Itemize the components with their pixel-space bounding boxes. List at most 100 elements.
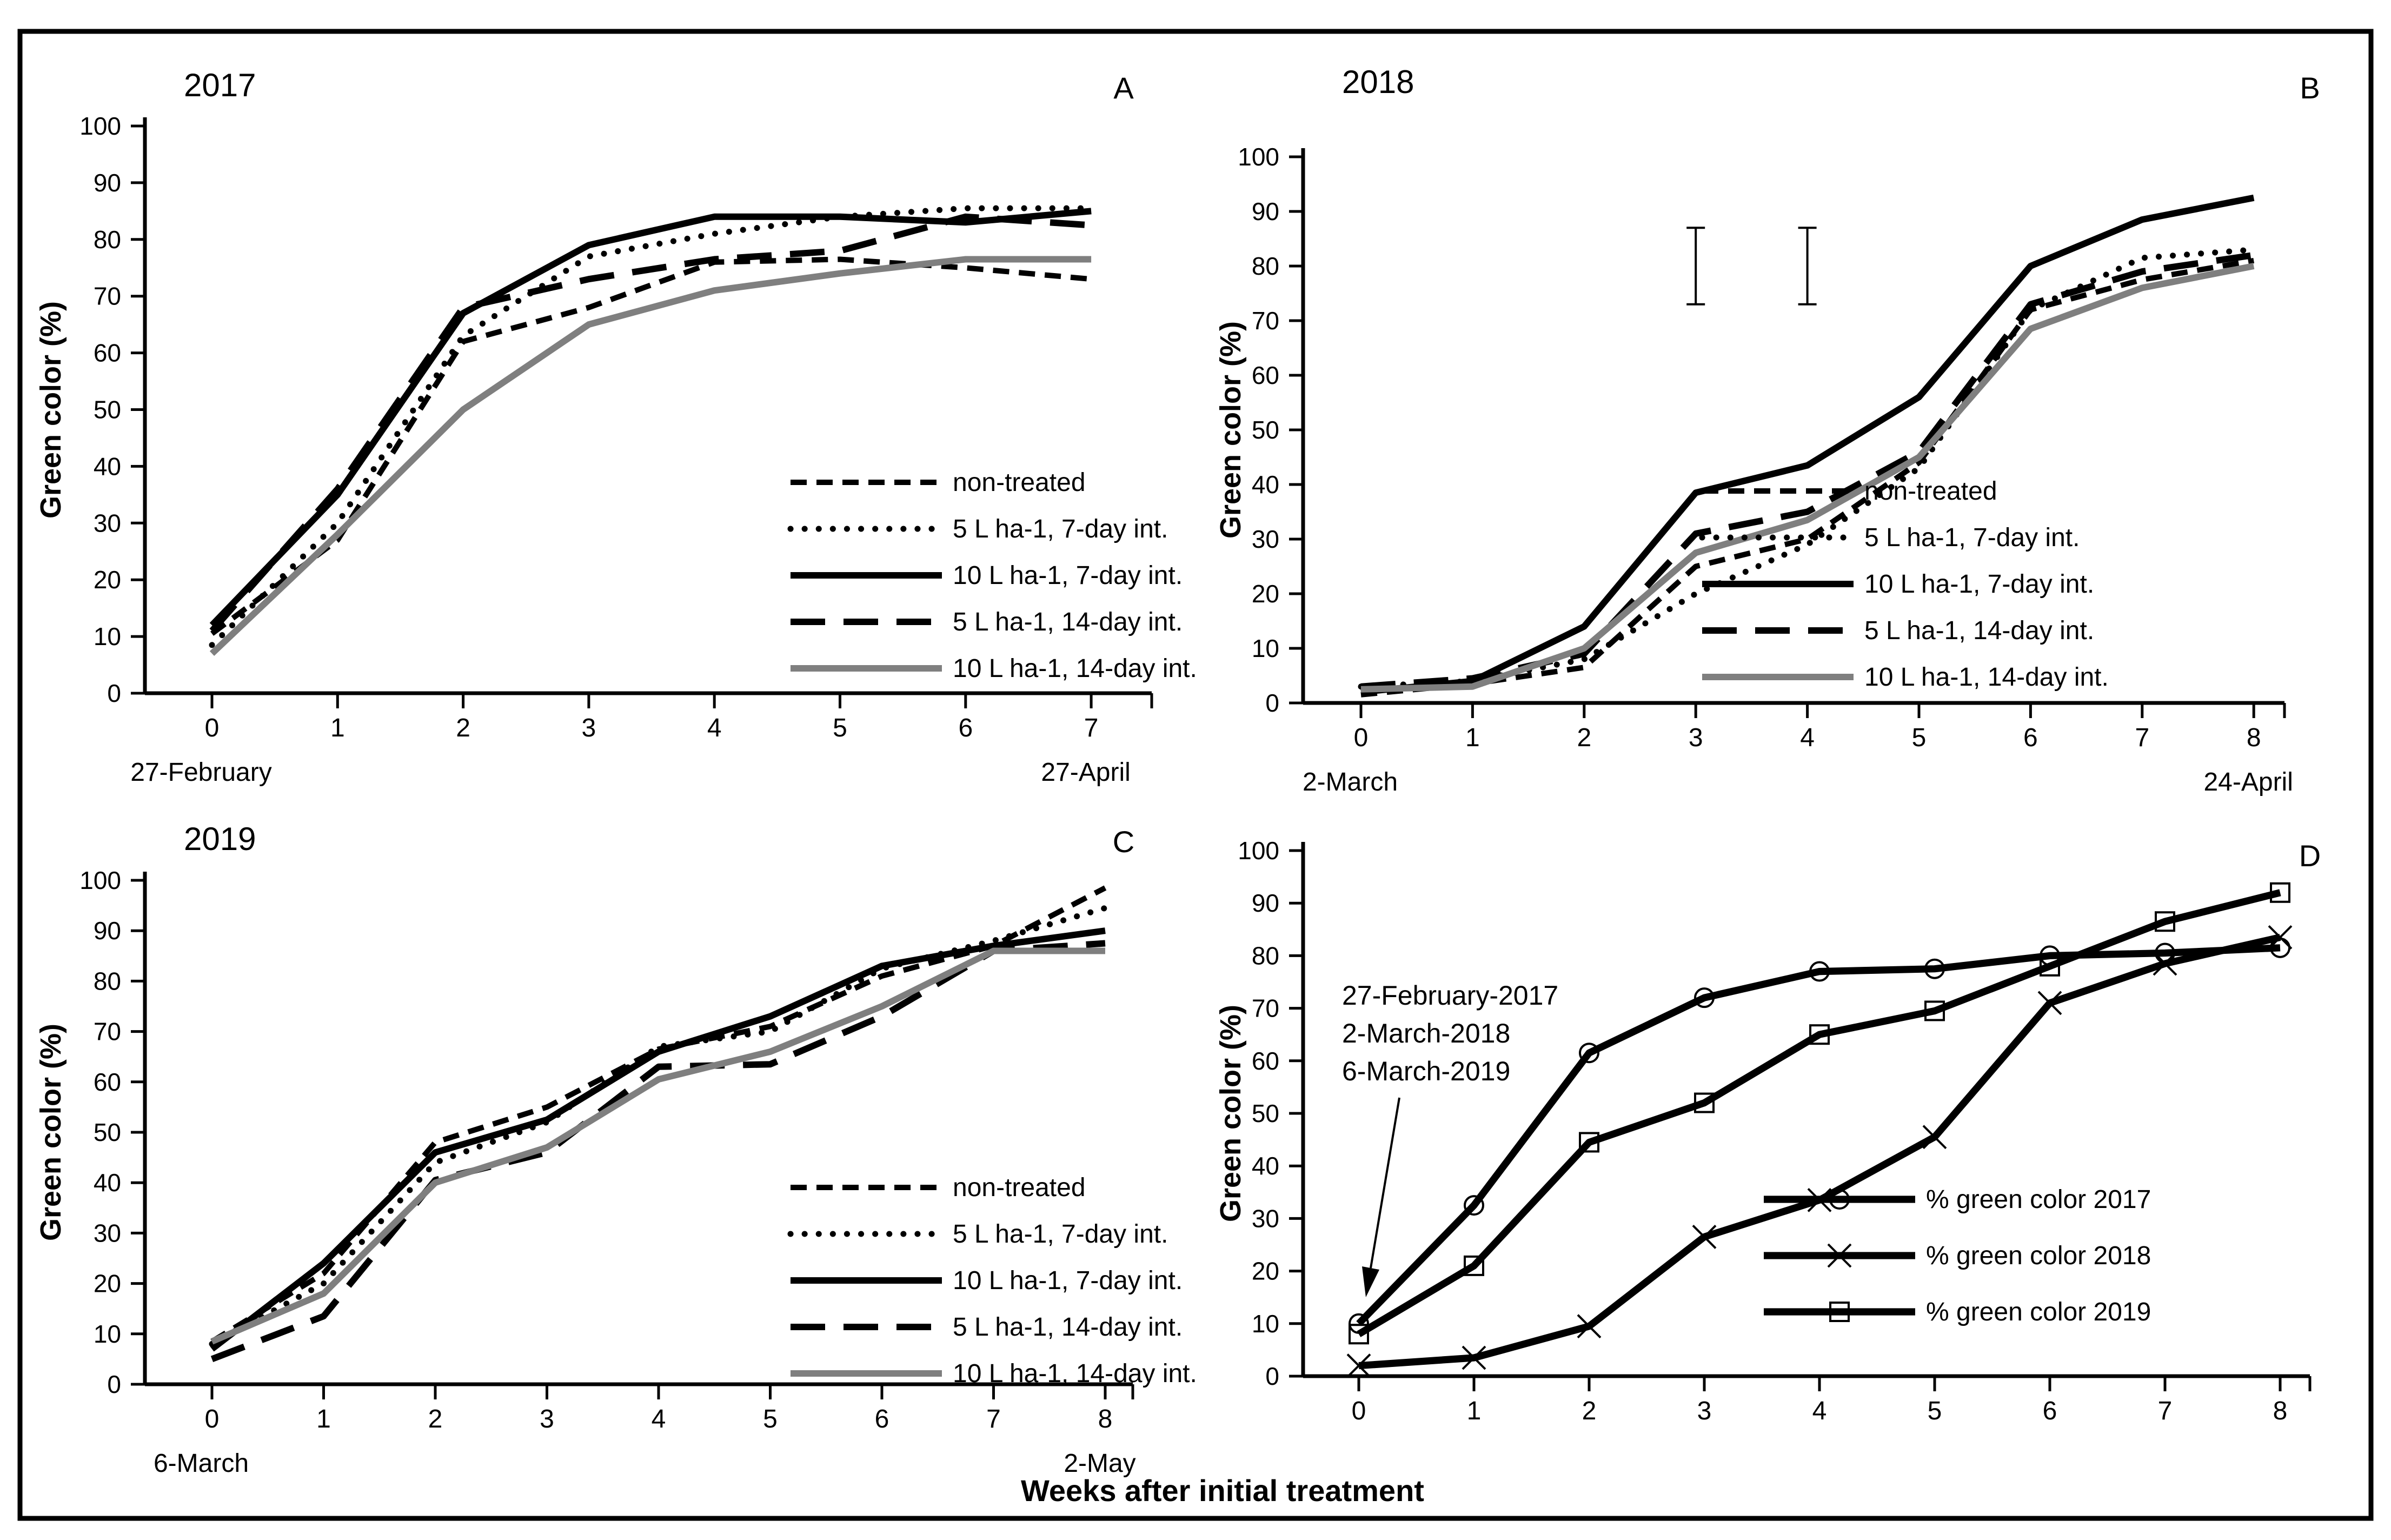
x-tick-label: 1	[1467, 1397, 1482, 1425]
annotation-line: 27-February-2017	[1342, 980, 1558, 1011]
y-tick-label: 50	[94, 396, 121, 424]
legend-label: 5 L ha-1, 14-day int.	[1864, 616, 2094, 645]
error-bar	[1798, 227, 1817, 306]
y-tick-label: 70	[1252, 307, 1279, 335]
y-tick-label: 10	[94, 1320, 121, 1348]
end-date-label: 2-May	[1064, 1449, 1135, 1478]
x-tick-label: 4	[1800, 723, 1815, 752]
y-tick-label: 10	[1252, 634, 1279, 662]
y-tick-label: 100	[1238, 143, 1279, 171]
y-tick-label: 0	[1265, 689, 1279, 717]
legend-label: % green color 2017	[1926, 1185, 2151, 1214]
start-date-label: 6-March	[154, 1449, 249, 1478]
series-line	[1360, 263, 2255, 693]
y-tick-label: 70	[94, 282, 121, 310]
y-tick-label: 80	[94, 967, 121, 995]
x-tick-label: 7	[986, 1405, 1001, 1433]
y-tick-label: 30	[1252, 525, 1279, 553]
legend: % green color 2017 % green color 2018 % gr…	[1764, 1185, 2151, 1326]
panel-title: 2018	[1342, 64, 1414, 100]
x-tick-label: 8	[1098, 1405, 1113, 1433]
end-date-label: 27-April	[1041, 758, 1130, 787]
x-tick-label: 6	[2023, 723, 2038, 752]
circle-marker	[1694, 987, 1715, 1008]
x-tick-label: 8	[2247, 723, 2261, 752]
annotation-line: 6-March-2019	[1342, 1056, 1510, 1086]
square-marker	[1829, 1302, 1850, 1322]
circle-marker	[1829, 1189, 1850, 1210]
annotation-line: 2-March-2018	[1342, 1018, 1510, 1048]
legend-label: 10 L ha-1, 14-day int.	[1864, 663, 2109, 692]
legend-label: non-treated	[953, 1173, 1086, 1202]
y-tick-label: 90	[94, 917, 121, 945]
y-tick-label: 20	[1252, 580, 1279, 608]
series-line	[1360, 257, 2255, 698]
y-tick-label: 40	[1252, 470, 1279, 499]
end-date-label: 24-April	[2203, 768, 2293, 796]
y-tick-label: 80	[1252, 941, 1279, 970]
panel-a-chart: 0 10 20 30 40 50 60 70 80 90 100 0 1 2 3 4 5 6 7 27-Februar…	[35, 67, 1197, 787]
annotation: 27-February-2017 2-March-2018 6-March-2019	[1342, 980, 1558, 1297]
y-axis-label: Green color (%)	[35, 301, 67, 519]
legend-label: % green color 2019	[1926, 1298, 2151, 1326]
legend-label: 10 L ha-1, 7-day int.	[953, 1266, 1183, 1295]
y-tick-label: 90	[94, 169, 121, 197]
y-axis-label: Green color (%)	[35, 1024, 67, 1241]
y-tick-label: 70	[94, 1018, 121, 1046]
y-tick-label: 90	[1252, 889, 1279, 917]
series-line	[209, 205, 1094, 648]
y-tick-label: 80	[1252, 252, 1279, 280]
square-marker	[1579, 1132, 1599, 1153]
x-tick-label: 0	[1354, 723, 1369, 752]
panel-letter: B	[2300, 71, 2320, 105]
square-marker	[1694, 1092, 1715, 1113]
x-tick-label: 1	[1465, 723, 1480, 752]
y-tick-label: 0	[1265, 1362, 1279, 1390]
legend-label: 10 L ha-1, 7-day int.	[1864, 570, 2094, 599]
legend-label: 10 L ha-1, 14-day int.	[953, 654, 1197, 683]
circle-marker	[1924, 958, 1945, 979]
y-tick-label: 100	[79, 866, 121, 894]
legend-label: 10 L ha-1, 14-day int.	[953, 1359, 1197, 1388]
x-tick-label: 4	[652, 1405, 666, 1433]
y-tick-label: 70	[1252, 994, 1279, 1023]
y-tick-label: 50	[94, 1118, 121, 1146]
y-tick-label: 60	[1252, 361, 1279, 389]
square-marker	[1924, 1000, 1945, 1021]
panel-letter: D	[2299, 839, 2321, 873]
series-line	[209, 213, 1092, 633]
start-date-label: 2-March	[1303, 768, 1398, 796]
x-marker	[1922, 1125, 1947, 1150]
series-line	[210, 256, 1092, 636]
square-marker	[2270, 882, 2290, 903]
y-tick-label: 40	[94, 1169, 121, 1197]
x-tick-label: 5	[833, 714, 847, 742]
x-tick-label: 3	[540, 1405, 554, 1433]
panel-b-chart: 0 10 20 30 40 50 60 70 80 90 100 0 1 2 3 4 5 6 7 8 2-March 24…	[1214, 64, 2320, 796]
y-tick-label: 60	[94, 339, 121, 367]
x-tick-label: 6	[2043, 1397, 2057, 1425]
y-tick-label: 30	[94, 509, 121, 537]
circle-marker	[1464, 1195, 1484, 1216]
x-tick-label: 8	[2273, 1397, 2288, 1425]
legend-label: % green color 2018	[1926, 1242, 2151, 1270]
square-marker	[1809, 1024, 1830, 1045]
y-tick-label: 30	[94, 1219, 121, 1247]
circle-marker	[1579, 1043, 1599, 1064]
x-marker	[1692, 1225, 1717, 1249]
x-tick-label: 6	[875, 1405, 889, 1433]
x-marker	[2153, 951, 2177, 976]
series-line	[210, 927, 1106, 1352]
y-tick-label: 10	[1252, 1310, 1279, 1338]
x-tick-label: 2	[1582, 1397, 1597, 1425]
legend-label: 10 L ha-1, 7-day int.	[953, 561, 1183, 590]
x-tick-label: 7	[2135, 723, 2149, 752]
x-tick-label: 5	[1928, 1397, 1942, 1425]
panel-letter: A	[1113, 71, 1134, 105]
series-line	[1360, 194, 2255, 695]
shared-x-axis-label: Weeks after initial treatment	[1021, 1473, 1424, 1508]
y-tick-label: 0	[107, 679, 121, 707]
series-line	[1360, 251, 2255, 690]
x-marker	[1346, 1353, 1371, 1378]
